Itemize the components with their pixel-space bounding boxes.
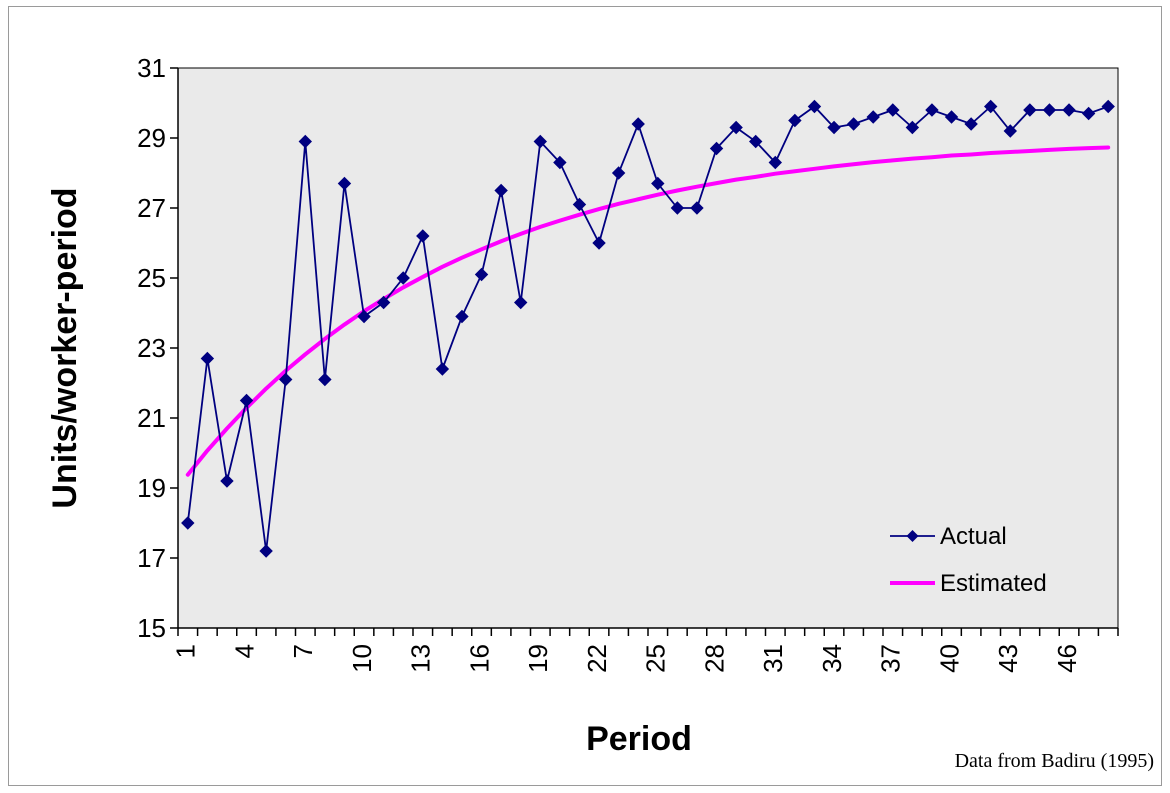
x-tick-label: 25: [641, 644, 671, 673]
actual-point: [866, 110, 880, 124]
x-axis-title: Period: [586, 720, 692, 758]
actual-point: [807, 99, 822, 114]
actual-point: [337, 176, 352, 191]
actual-point: [318, 372, 332, 387]
actual-point: [651, 176, 665, 191]
y-axis: 15 17 19 21 23 25 27 29 31: [137, 53, 179, 643]
actual-point: [1101, 99, 1115, 114]
actual-point: [670, 201, 685, 215]
actual-point: [631, 117, 645, 131]
actual-point: [729, 120, 743, 135]
y-tick-label: 31: [137, 53, 166, 83]
actual-point: [435, 362, 450, 376]
actual-point: [1042, 103, 1057, 117]
actual-point: [1003, 124, 1017, 138]
x-tick-label: 28: [699, 644, 729, 673]
actual-point: [749, 134, 763, 149]
actual-point: [259, 544, 273, 558]
y-tick-label: 17: [137, 543, 166, 573]
legend-estimated-label: Estimated: [940, 570, 1047, 597]
actual-point: [298, 134, 312, 149]
y-tick-label: 23: [137, 333, 166, 363]
y-tick-label: 25: [137, 263, 166, 293]
x-tick-label: 4: [229, 644, 259, 658]
y-axis-title: Units/worker-period: [46, 187, 84, 508]
actual-point: [827, 120, 841, 135]
actual-point: [357, 309, 371, 324]
x-tick-label: 1: [171, 644, 201, 658]
x-tick-label: 31: [758, 644, 788, 673]
actual-point: [984, 99, 998, 114]
y-tick-label: 15: [137, 613, 166, 643]
actual-point: [944, 110, 959, 124]
x-tick-label: 46: [1052, 644, 1082, 673]
estimated-line: [185, 145, 1111, 477]
actual-point: [925, 103, 939, 117]
actual-point: [514, 295, 528, 310]
x-tick-label: 22: [582, 644, 612, 673]
actual-point: [220, 474, 234, 488]
x-tick-label: 13: [406, 644, 436, 673]
actual-point: [1023, 103, 1037, 117]
source-note: Data from Badiru (1995): [954, 750, 1154, 772]
actual-point: [416, 229, 430, 243]
y-tick-label: 21: [137, 403, 166, 433]
x-axis: 1 4 7 10 13 16 19 22 25 28 31 34 37 40 43 46: [171, 627, 1119, 673]
actual-point: [455, 309, 469, 324]
x-tick-label: 43: [993, 644, 1023, 673]
actual-point: [239, 393, 254, 408]
actual-point: [572, 197, 587, 212]
actual-point: [611, 166, 626, 180]
actual-point: [768, 155, 782, 170]
series-layer: [181, 99, 1115, 558]
actual-point: [181, 516, 195, 530]
actual-point: [376, 295, 391, 310]
actual-point: [200, 351, 215, 366]
legend-actual-marker: [906, 530, 919, 542]
actual-point: [690, 201, 704, 215]
x-tick-label: 37: [876, 644, 906, 673]
x-tick-label: 10: [347, 644, 377, 673]
actual-point: [788, 113, 802, 128]
actual-point: [1081, 106, 1096, 121]
actual-point: [886, 103, 900, 117]
y-tick-label: 29: [137, 123, 166, 153]
actual-point: [964, 117, 978, 131]
y-tick-label: 27: [137, 193, 166, 223]
actual-point: [846, 117, 861, 131]
actual-point: [592, 236, 606, 250]
legend: Actual Estimated: [890, 523, 1047, 597]
actual-point: [1062, 103, 1076, 117]
x-tick-label: 40: [934, 644, 964, 673]
legend-actual-label: Actual: [940, 523, 1007, 550]
actual-point: [553, 155, 567, 170]
actual-point: [494, 183, 508, 198]
actual-point: [396, 271, 410, 285]
actual-point: [905, 120, 920, 135]
actual-point: [474, 267, 489, 282]
y-tick-label: 19: [137, 473, 166, 503]
actual-point: [533, 134, 547, 149]
x-tick-label: 16: [464, 644, 494, 673]
x-tick-label: 34: [817, 644, 847, 673]
actual-point: [279, 372, 293, 387]
actual-point: [709, 141, 724, 156]
plot-area: [177, 67, 1119, 629]
x-tick-label: 7: [288, 644, 318, 658]
x-tick-label: 19: [523, 644, 553, 673]
